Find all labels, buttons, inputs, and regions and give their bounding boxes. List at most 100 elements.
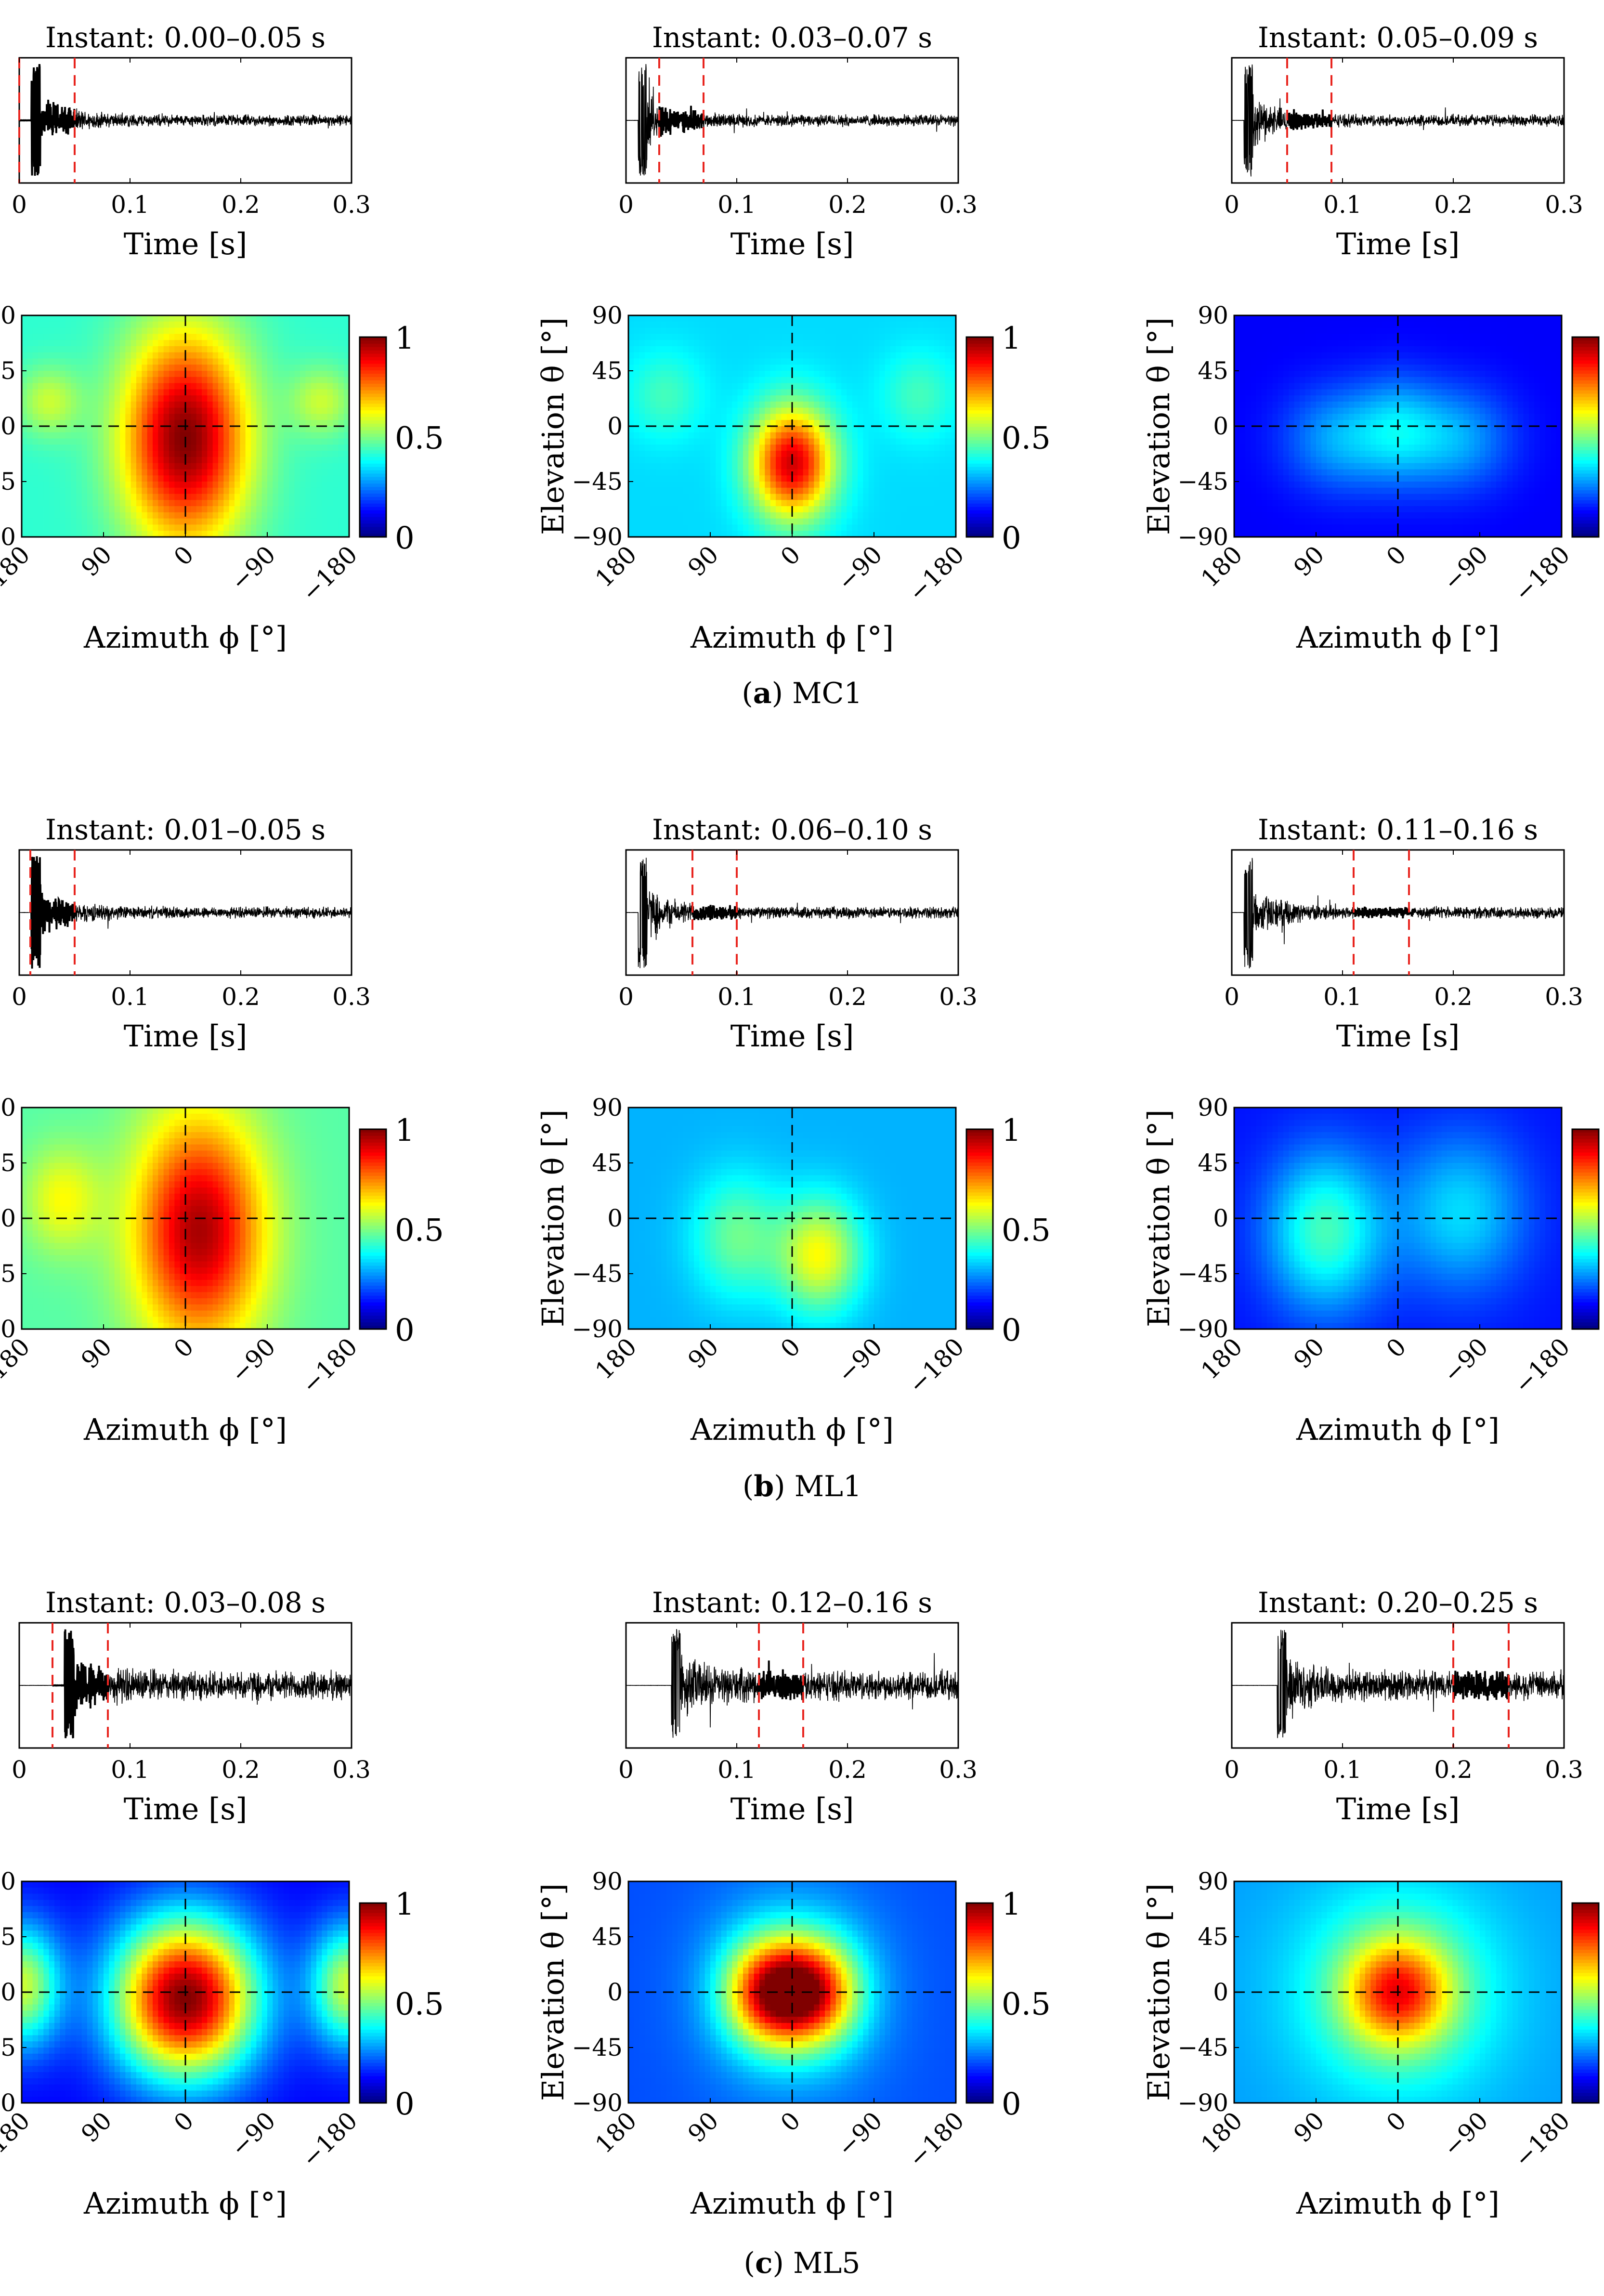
heatmap-cell xyxy=(814,346,820,353)
heatmap-cell xyxy=(92,451,99,457)
heatmap-cell xyxy=(163,383,170,390)
heatmap-cell xyxy=(278,500,284,507)
heatmap-cell xyxy=(71,365,77,371)
heatmap-cell xyxy=(814,432,820,439)
heatmap-cell xyxy=(934,401,940,408)
heatmap-cell xyxy=(748,524,755,531)
heatmap-cell xyxy=(54,383,60,390)
heatmap-cell xyxy=(704,420,711,427)
heatmap-cell xyxy=(830,512,836,519)
heatmap-cell xyxy=(874,531,880,537)
heatmap-cell xyxy=(737,524,743,531)
heatmap-cell xyxy=(1289,358,1295,365)
heatmap-cell xyxy=(890,358,896,365)
heatmap-cell xyxy=(212,352,219,359)
heatmap-cell xyxy=(754,524,760,531)
heatmap-cell xyxy=(830,414,836,420)
heatmap-cell xyxy=(338,346,344,353)
heatmap-cell xyxy=(114,401,120,408)
heatmap-cell xyxy=(76,432,82,439)
heatmap-cell xyxy=(1300,321,1305,328)
heatmap-cell xyxy=(1256,340,1262,347)
heatmap-cell xyxy=(158,469,164,476)
heatmap-cell xyxy=(343,451,350,457)
heatmap-cell xyxy=(1354,352,1360,359)
heatmap-cell xyxy=(294,432,300,439)
heatmap-cell xyxy=(174,315,181,322)
heatmap-cell xyxy=(87,524,93,531)
heatmap-cell xyxy=(245,482,251,488)
heatmap-cell xyxy=(212,395,219,402)
heatmap-cell xyxy=(1267,321,1273,328)
heatmap-cell xyxy=(327,321,333,328)
heatmap-cell xyxy=(142,401,148,408)
heatmap-cell xyxy=(830,432,836,439)
heatmap-cell xyxy=(196,451,202,457)
heatmap-cell xyxy=(847,371,853,378)
heatmap-cell xyxy=(678,487,683,495)
heatmap-cell xyxy=(240,389,246,396)
heatmap-cell xyxy=(1310,321,1317,328)
heatmap-cell xyxy=(923,482,929,488)
heatmap-cell xyxy=(781,334,787,340)
heatmap-cell xyxy=(343,414,350,420)
heatmap-cell xyxy=(874,352,880,359)
heatmap-cell xyxy=(923,438,929,445)
heatmap-cell xyxy=(732,371,738,378)
heatmap-cell xyxy=(634,463,640,470)
heatmap-cell xyxy=(163,365,170,371)
heatmap-cell xyxy=(202,494,208,500)
heatmap-cell xyxy=(1501,340,1508,347)
heatmap-cell xyxy=(43,414,50,420)
heatmap-cell xyxy=(732,506,738,513)
heatmap-cell xyxy=(1359,327,1366,334)
heatmap-cell xyxy=(634,315,640,322)
heatmap-cell xyxy=(202,438,208,445)
heatmap-cell xyxy=(147,377,153,384)
heatmap-cell xyxy=(950,482,956,488)
heatmap-cell xyxy=(343,315,350,322)
heatmap-cell xyxy=(223,358,230,365)
heatmap-cell xyxy=(699,401,705,408)
x-tick-label: −90 xyxy=(225,540,281,596)
heatmap-cell xyxy=(874,432,880,439)
heatmap-cell xyxy=(1267,315,1273,322)
heatmap-cell xyxy=(196,487,202,495)
heatmap-cell xyxy=(180,506,186,513)
heatmap-cell xyxy=(1452,327,1459,334)
heatmap-cell xyxy=(207,371,213,378)
heatmap-cell xyxy=(721,365,727,371)
heatmap-cell xyxy=(1338,321,1344,328)
heatmap-cell xyxy=(1332,327,1338,334)
heatmap-cell xyxy=(858,334,863,340)
heatmap-cell xyxy=(852,377,858,384)
heatmap-cell xyxy=(661,377,667,384)
heatmap-cell xyxy=(218,315,224,322)
heatmap-cell xyxy=(721,383,727,390)
heatmap-cell xyxy=(781,377,787,384)
heatmap-cell xyxy=(928,407,935,415)
heatmap-cell xyxy=(688,395,694,402)
heatmap-cell xyxy=(765,463,771,470)
heatmap-cell xyxy=(683,475,689,482)
heatmap-cell xyxy=(858,475,863,482)
heatmap-cell xyxy=(267,395,273,402)
heatmap-cell xyxy=(634,512,640,519)
heatmap-cell xyxy=(147,494,153,500)
heatmap-cell xyxy=(229,500,235,507)
heatmap-cell xyxy=(1316,327,1322,334)
heatmap-cell xyxy=(716,358,722,365)
colorbar-segment xyxy=(966,347,993,351)
heatmap-cell xyxy=(1398,321,1404,328)
heatmap-cell xyxy=(645,482,651,488)
heatmap-cell xyxy=(688,500,694,507)
heatmap-cell xyxy=(240,438,246,445)
heatmap-cell xyxy=(54,432,60,439)
heatmap-cell xyxy=(1382,327,1387,334)
heatmap-cell xyxy=(765,531,771,537)
heatmap-cell xyxy=(858,487,863,495)
heatmap-cell xyxy=(847,327,853,334)
heatmap-cell xyxy=(92,432,99,439)
heatmap-cell xyxy=(666,346,673,353)
heatmap-cell xyxy=(136,334,142,340)
